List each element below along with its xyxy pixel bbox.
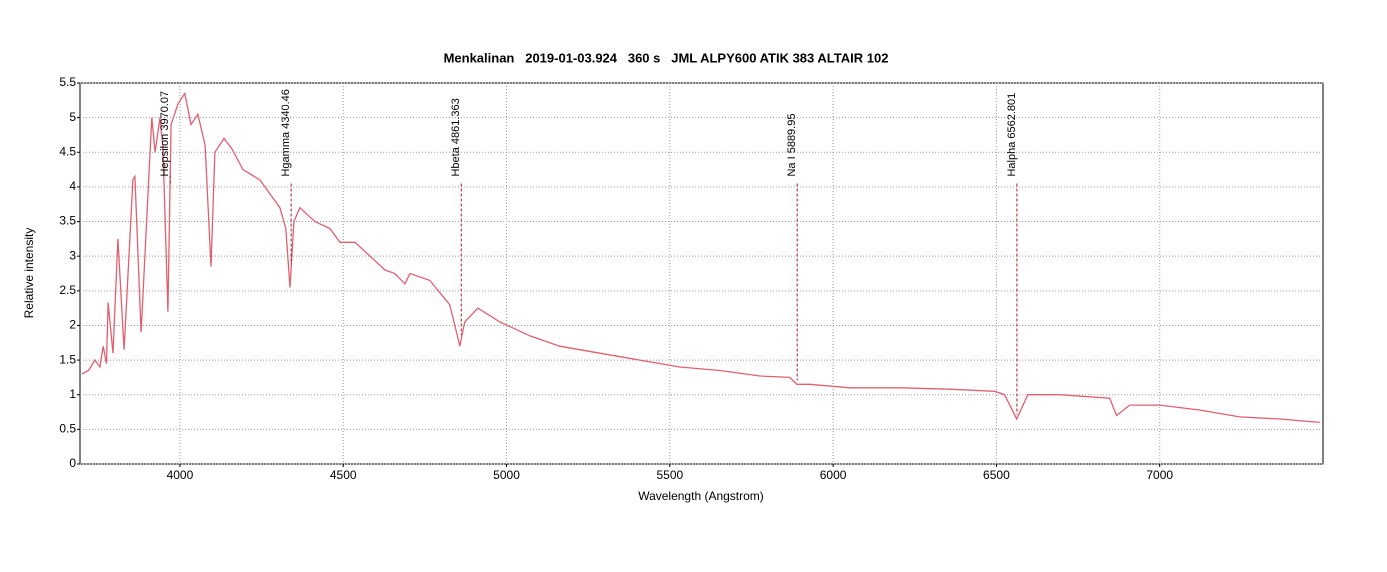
y-tick-label: 4 <box>69 179 76 193</box>
y-tick-label: 0 <box>69 456 76 470</box>
annotation-label: Hbeta 4861.363 <box>450 98 462 176</box>
annotation-label: Hgamma 4340.46 <box>280 89 292 176</box>
x-tick-label: 4000 <box>167 468 194 482</box>
y-tick-label: 1 <box>69 387 76 401</box>
x-tick-label: 4500 <box>330 468 357 482</box>
y-tick-label: 5 <box>69 110 76 124</box>
chart-title: Menkalinan 2019-01-03.924 360 s JML ALPY… <box>444 50 889 65</box>
y-tick-label: 0.5 <box>59 422 76 436</box>
spectrum-line <box>81 91 1320 424</box>
x-tick-label: 5000 <box>493 468 520 482</box>
x-axis-label: Wavelength (Angstrom) <box>638 489 764 503</box>
y-tick-label: 5.5 <box>59 75 76 89</box>
y-axis-label: Relative intensity <box>22 228 36 319</box>
y-tick-label: 2.5 <box>59 283 76 297</box>
y-tick-label: 3 <box>69 248 76 262</box>
annotation-label: Hepsilon 3970.07 <box>159 91 171 177</box>
y-tick-label: 2 <box>69 318 76 332</box>
x-tick-label: 7000 <box>1146 468 1173 482</box>
annotation-label: Halpha 6562.801 <box>1006 93 1018 177</box>
annotation-label: Na I 5889.95 <box>786 114 798 177</box>
x-tick-label: 6000 <box>820 468 847 482</box>
x-tick-label: 6500 <box>983 468 1010 482</box>
y-tick-label: 4.5 <box>59 144 76 158</box>
plot-area <box>79 82 1324 465</box>
x-tick-label: 5500 <box>656 468 683 482</box>
y-tick-label: 1.5 <box>59 352 76 366</box>
y-tick-label: 3.5 <box>59 214 76 228</box>
